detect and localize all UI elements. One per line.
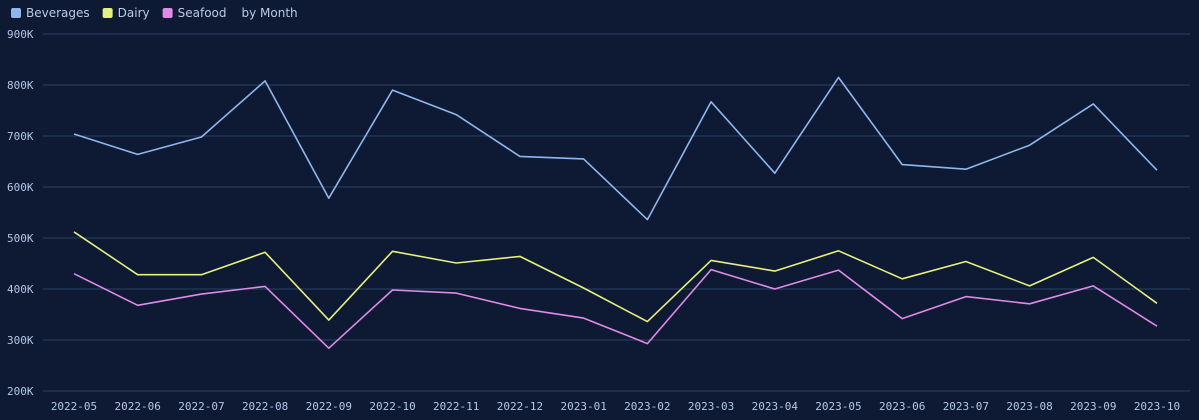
axis-layer: 200K 300K 400K 500K 600K 700K 800K 900K 2022-05 2…: [7, 28, 1180, 413]
y-tick-label: 200K: [7, 385, 34, 398]
x-tick-label: 2023-08: [1006, 400, 1052, 413]
x-tick-label: 2023-07: [943, 400, 989, 413]
x-tick-label: 2023-04: [752, 400, 799, 413]
y-tick-label: 900K: [7, 28, 34, 41]
series-line-seafood: [73, 268, 1158, 350]
x-tick-label: 2023-06: [879, 400, 925, 413]
x-tick-label: 2023-10: [1134, 400, 1180, 413]
y-tick-label: 800K: [7, 79, 34, 92]
series-layer: [73, 76, 1158, 350]
legend-swatch-beverages: [11, 8, 21, 18]
x-tick-label: 2023-09: [1070, 400, 1116, 413]
legend: Beverages Dairy Seafood by Month: [11, 6, 298, 20]
x-tick-label: 2022-08: [242, 400, 288, 413]
x-tick-label: 2023-03: [688, 400, 734, 413]
x-tick-label: 2022-11: [433, 400, 479, 413]
legend-label-beverages: Beverages: [26, 6, 90, 20]
y-tick-label: 500K: [7, 232, 34, 245]
chart-subtitle: by Month: [242, 6, 298, 20]
x-tick-label: 2022-05: [51, 400, 97, 413]
y-tick-label: 600K: [7, 181, 34, 194]
y-tick-label: 700K: [7, 130, 34, 143]
grid-layer: [43, 33, 1190, 392]
x-tick-label: 2023-02: [624, 400, 670, 413]
x-tick-label: 2023-01: [560, 400, 606, 413]
legend-label-dairy: Dairy: [118, 6, 150, 20]
series-line-dairy: [73, 231, 1158, 323]
x-tick-label: 2022-12: [497, 400, 543, 413]
series-line-beverages: [73, 76, 1158, 221]
x-tick-label: 2022-07: [178, 400, 224, 413]
x-tick-label: 2022-06: [115, 400, 161, 413]
legend-label-seafood: Seafood: [178, 6, 227, 20]
y-tick-label: 400K: [7, 283, 34, 296]
x-tick-label: 2022-10: [369, 400, 415, 413]
legend-swatch-dairy: [102, 8, 113, 18]
y-tick-label: 300K: [7, 334, 34, 347]
legend-swatch-seafood: [162, 8, 173, 18]
x-tick-label: 2023-05: [815, 400, 861, 413]
x-tick-label: 2022-09: [306, 400, 352, 413]
